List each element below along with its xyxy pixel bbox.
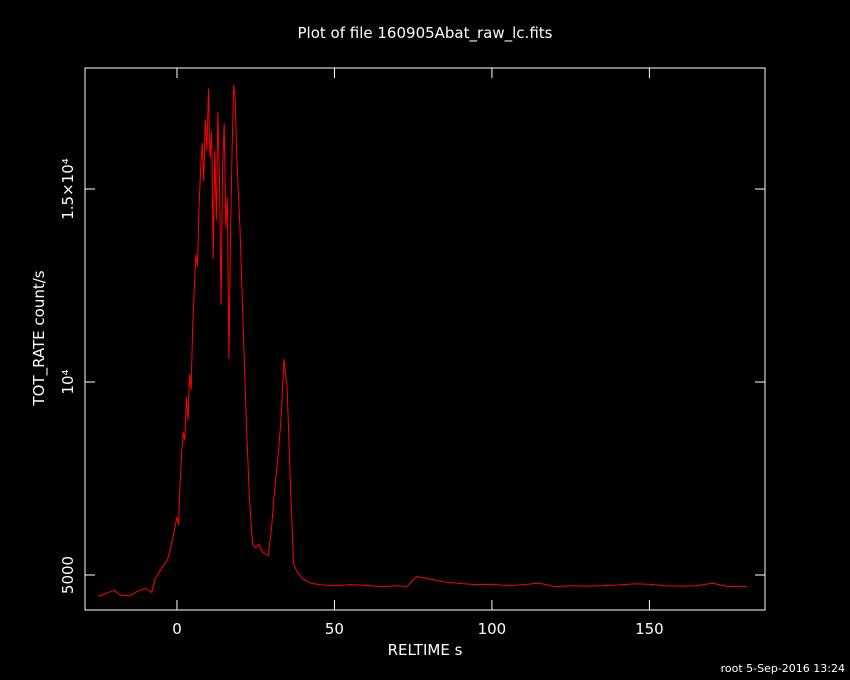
x-axis-label: RELTIME s bbox=[388, 641, 463, 659]
x-tick-label: 150 bbox=[635, 620, 664, 638]
y-tick-label: 5000 bbox=[59, 556, 77, 594]
x-tick-label: 0 bbox=[172, 620, 182, 638]
x-tick-label: 50 bbox=[325, 620, 344, 638]
footer: root 5-Sep-2016 13:24 bbox=[721, 662, 845, 675]
y-tick-label: 10⁴ bbox=[59, 369, 77, 394]
x-tick-label: 100 bbox=[478, 620, 507, 638]
y-tick-label: 1.5×10⁴ bbox=[59, 158, 77, 220]
data-line bbox=[98, 84, 748, 597]
y-axis-label: TOT_RATE count/s bbox=[30, 270, 49, 406]
plot-frame bbox=[84, 67, 766, 611]
chart-title: Plot of file 160905Abat_raw_lc.fits bbox=[298, 24, 553, 43]
